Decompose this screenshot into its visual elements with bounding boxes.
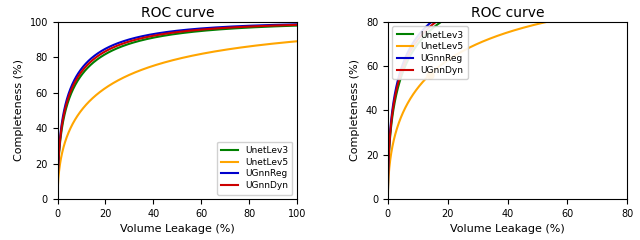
UnetLev5 bbox=[384, 198, 392, 201]
UGnnReg bbox=[218, 26, 226, 29]
UGnnReg bbox=[293, 23, 301, 26]
UGnnDyn bbox=[218, 27, 226, 30]
UnetLev5 bbox=[159, 61, 167, 64]
UnetLev3 bbox=[244, 26, 252, 29]
UGnnDyn bbox=[78, 70, 86, 72]
UGnnDyn bbox=[408, 47, 416, 49]
UGnnDyn bbox=[150, 34, 158, 37]
UnetLev3 bbox=[481, 1, 488, 4]
UGnnDyn bbox=[241, 25, 248, 28]
UnetLev5 bbox=[293, 40, 301, 43]
Line: UnetLev3: UnetLev3 bbox=[58, 26, 297, 199]
UGnnDyn bbox=[159, 33, 167, 36]
UGnnReg bbox=[244, 24, 252, 27]
Line: UnetLev3: UnetLev3 bbox=[388, 0, 627, 199]
UGnnDyn bbox=[293, 24, 301, 26]
UGnnDyn bbox=[481, 0, 488, 1]
UnetLev5 bbox=[54, 198, 61, 201]
UnetLev3 bbox=[54, 198, 61, 201]
UnetLev3 bbox=[78, 73, 86, 76]
UnetLev3 bbox=[218, 28, 226, 31]
Y-axis label: Completeness (%): Completeness (%) bbox=[14, 59, 24, 161]
Title: ROC curve: ROC curve bbox=[471, 6, 544, 20]
Legend: UnetLev3, UnetLev5, UGnnReg, UGnnDyn: UnetLev3, UnetLev5, UGnnReg, UGnnDyn bbox=[392, 26, 468, 79]
UGnnDyn bbox=[384, 198, 392, 201]
UGnnDyn bbox=[244, 25, 252, 28]
UnetLev3 bbox=[159, 34, 167, 37]
Line: UGnnDyn: UGnnDyn bbox=[58, 25, 297, 199]
Line: UGnnDyn: UGnnDyn bbox=[388, 0, 627, 199]
UnetLev3 bbox=[490, 0, 497, 2]
Legend: UnetLev3, UnetLev5, UGnnReg, UGnnDyn: UnetLev3, UnetLev5, UGnnReg, UGnnDyn bbox=[217, 142, 292, 195]
UnetLev3 bbox=[384, 198, 392, 201]
UnetLev3 bbox=[293, 24, 301, 27]
UnetLev5 bbox=[218, 49, 226, 52]
UGnnReg bbox=[384, 198, 392, 201]
UnetLev5 bbox=[571, 15, 579, 18]
UGnnReg bbox=[241, 24, 248, 27]
X-axis label: Volume Leakage (%): Volume Leakage (%) bbox=[450, 224, 565, 234]
UGnnReg bbox=[408, 43, 416, 46]
UnetLev5 bbox=[408, 94, 416, 97]
UGnnReg bbox=[150, 32, 158, 35]
UGnnReg bbox=[54, 198, 61, 201]
Title: ROC curve: ROC curve bbox=[141, 6, 214, 20]
UnetLev5 bbox=[481, 39, 488, 42]
Line: UGnnReg: UGnnReg bbox=[58, 24, 297, 199]
UnetLev5 bbox=[241, 46, 248, 48]
Line: UnetLev5: UnetLev5 bbox=[58, 41, 297, 199]
Line: UnetLev5: UnetLev5 bbox=[388, 8, 627, 199]
UnetLev3 bbox=[150, 36, 158, 39]
UnetLev5 bbox=[490, 36, 497, 39]
UnetLev3 bbox=[408, 51, 416, 54]
X-axis label: Volume Leakage (%): Volume Leakage (%) bbox=[120, 224, 235, 234]
UnetLev5 bbox=[78, 108, 86, 111]
UnetLev5 bbox=[548, 19, 556, 22]
Line: UGnnReg: UGnnReg bbox=[388, 0, 627, 199]
UGnnReg bbox=[159, 31, 167, 34]
Y-axis label: Completeness (%): Completeness (%) bbox=[350, 59, 360, 161]
UGnnDyn bbox=[54, 198, 61, 201]
UnetLev5 bbox=[150, 64, 158, 67]
UnetLev5 bbox=[623, 7, 631, 10]
UnetLev5 bbox=[575, 14, 582, 17]
UnetLev5 bbox=[244, 45, 252, 48]
UGnnReg bbox=[78, 66, 86, 69]
UnetLev3 bbox=[241, 26, 248, 29]
